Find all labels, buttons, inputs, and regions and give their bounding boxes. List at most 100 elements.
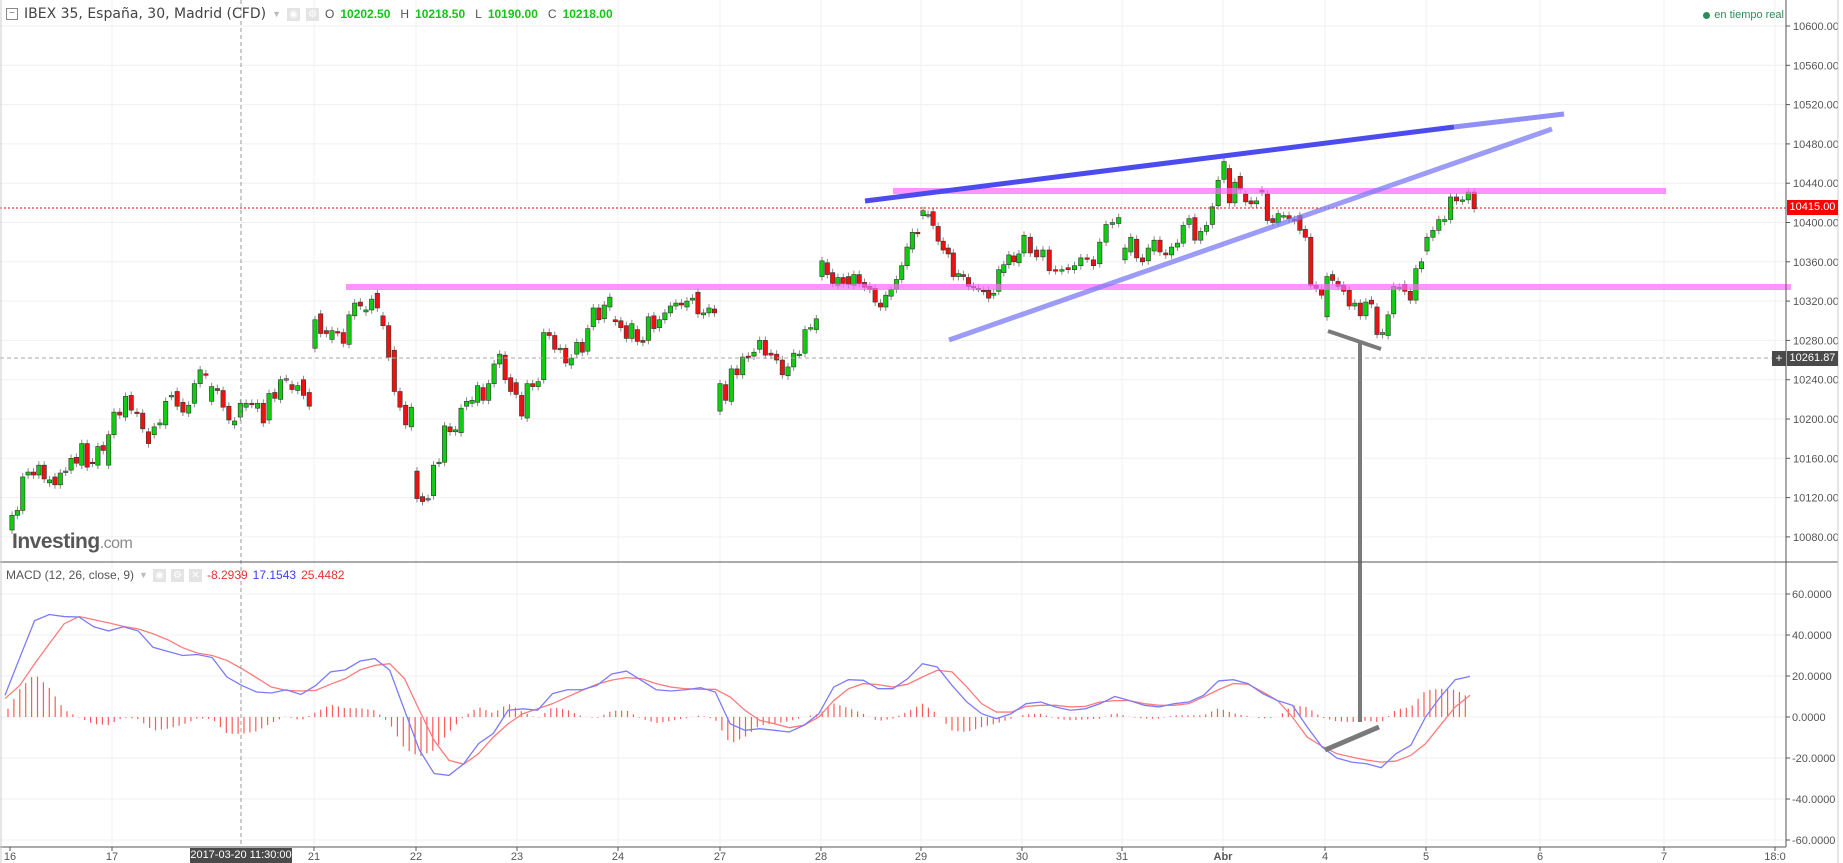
gear-icon[interactable]: ⚙	[306, 7, 319, 21]
candle-down	[950, 252, 956, 277]
time-axis-label: 28	[815, 851, 827, 863]
candle-up	[791, 352, 797, 368]
candle-down	[480, 387, 486, 401]
low-label: L	[475, 7, 482, 21]
candle-down	[779, 359, 785, 376]
candle-up	[904, 246, 910, 267]
candle-up	[883, 294, 889, 308]
candle-up	[1442, 219, 1448, 222]
candle-down	[1346, 289, 1352, 307]
candle-up	[458, 407, 464, 434]
candle-down	[323, 330, 329, 334]
status-dot-icon	[1703, 11, 1711, 19]
candle-up	[1059, 269, 1065, 272]
candle-up	[9, 514, 15, 531]
time-axis-label: 24	[612, 851, 624, 863]
collapse-icon[interactable]: −	[6, 8, 18, 20]
upper-trendline[interactable]	[864, 124, 1455, 204]
time-axis-label: 21	[308, 851, 320, 863]
candle-down	[502, 354, 508, 381]
candle-up	[436, 461, 442, 465]
candle-up	[243, 402, 249, 408]
candle-down	[41, 464, 47, 480]
add-alert-plus-icon[interactable]: +	[1772, 351, 1786, 366]
gear-icon[interactable]: ⚙	[170, 568, 184, 582]
candle-down	[1011, 255, 1017, 263]
candle-up	[925, 214, 931, 217]
candle-up	[491, 363, 497, 384]
macd-axis-label: 0.0000	[1792, 712, 1826, 724]
close-icon[interactable]: ✕	[188, 568, 202, 582]
candle-up	[740, 356, 746, 376]
lower-trendline[interactable]	[948, 126, 1553, 343]
candle-up	[1001, 264, 1007, 273]
candle-up	[601, 304, 607, 320]
macd-axis-label: -40.0000	[1792, 794, 1835, 806]
candle-up	[728, 368, 734, 402]
candle-up	[278, 379, 284, 400]
price-axis-label: 10400.00	[1793, 218, 1839, 230]
candle-up	[47, 479, 53, 484]
candle-up	[645, 316, 651, 341]
candle-down	[530, 383, 536, 387]
candle-down	[1163, 252, 1169, 256]
candle-up	[312, 319, 318, 349]
candle-up	[1145, 247, 1151, 262]
price-low-connector[interactable]	[1327, 329, 1382, 351]
candle-up	[1078, 257, 1084, 267]
candle-down	[1454, 196, 1460, 202]
chevron-down-icon[interactable]: ▼	[139, 570, 148, 580]
candle-up	[232, 420, 238, 426]
candle-up	[1391, 286, 1397, 315]
candle-down	[768, 352, 774, 356]
eye-icon[interactable]: ◉	[287, 7, 300, 21]
candle-up	[851, 274, 857, 286]
time-axis-label: 23	[511, 851, 523, 863]
candle-up	[557, 347, 563, 351]
candle-up	[1352, 302, 1358, 307]
candle-up	[585, 328, 591, 352]
candle-down	[420, 496, 426, 502]
candle-up	[1275, 213, 1281, 223]
candle-up	[329, 330, 335, 340]
candle-down	[386, 325, 392, 358]
chevron-down-icon[interactable]: ▼	[272, 9, 281, 19]
candle-down	[1237, 176, 1243, 190]
candle-down	[134, 411, 140, 414]
candle-up	[266, 393, 272, 421]
candle-down	[824, 262, 830, 275]
candle-up	[36, 464, 42, 476]
candle-down	[960, 274, 966, 277]
candle-up	[369, 298, 375, 311]
candle-up	[151, 426, 157, 436]
upper-trendline-extension[interactable]	[1453, 111, 1565, 130]
macd-axis-label: 20.0000	[1792, 671, 1832, 683]
macd-line	[4, 613, 1471, 777]
time-axis-label: 22	[410, 851, 422, 863]
candle-up	[568, 357, 574, 366]
realtime-indicator: en tiempo real	[1703, 9, 1784, 21]
candle-down	[52, 476, 58, 486]
candle-up	[20, 476, 26, 511]
candle-down	[596, 307, 602, 321]
candle-down	[513, 382, 519, 395]
macd-low-connector[interactable]	[1324, 724, 1380, 753]
candle-up	[57, 472, 63, 486]
candle-down	[357, 301, 363, 307]
candle-down	[1471, 191, 1477, 210]
symbol-title[interactable]: IBEX 35, España, 30, Madrid (CFD)	[24, 6, 267, 22]
candle-down	[100, 445, 106, 451]
macd-title[interactable]: MACD (12, 26, close, 9)	[6, 568, 135, 582]
candle-down	[1046, 249, 1052, 271]
candle-up	[1016, 253, 1022, 264]
price-axis-label: 10240.00	[1793, 375, 1839, 387]
candle-down	[90, 461, 96, 465]
candle-down	[1319, 289, 1325, 296]
candle-up	[1221, 161, 1227, 180]
candle-up	[168, 395, 174, 398]
candle-up	[1109, 222, 1115, 225]
eye-icon[interactable]: ◉	[152, 568, 166, 582]
candle-down	[840, 277, 846, 284]
candle-up	[689, 297, 695, 301]
